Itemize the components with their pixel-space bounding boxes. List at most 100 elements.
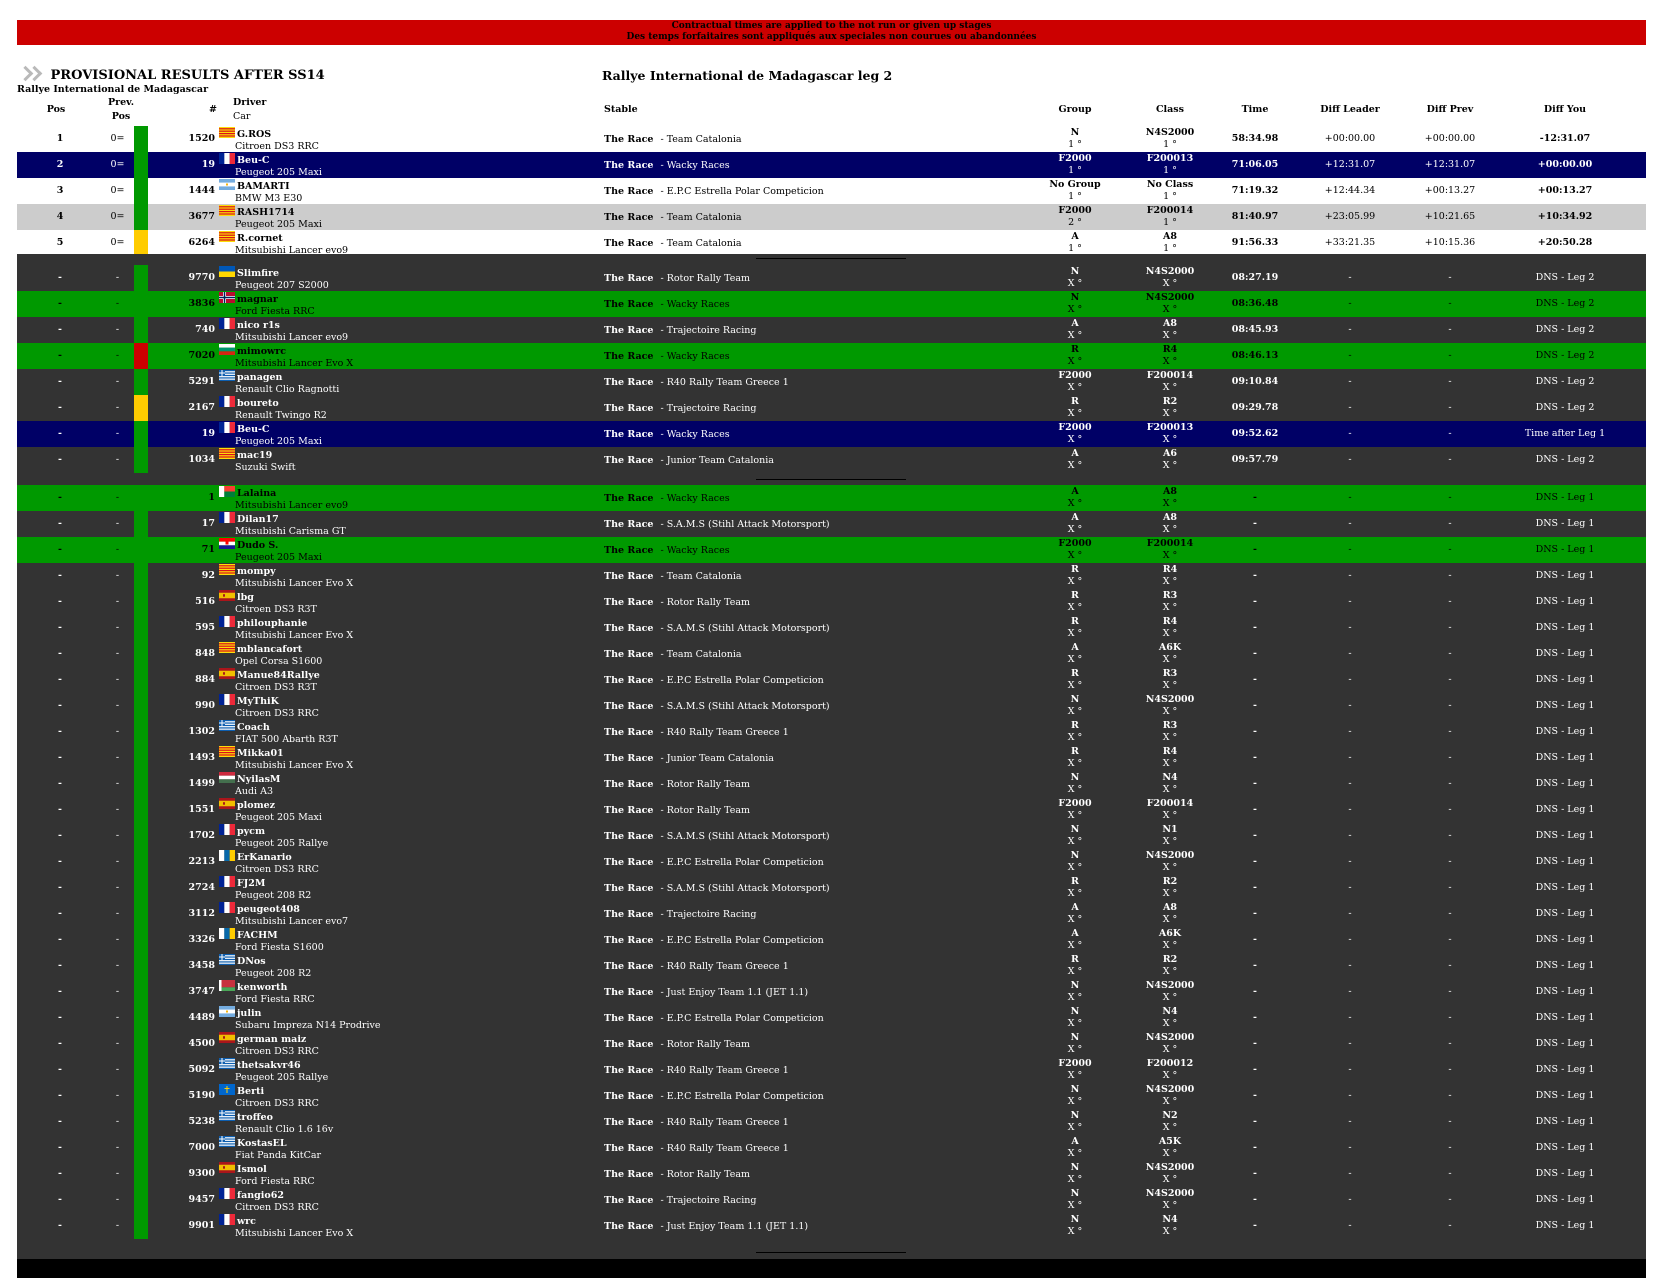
- driver-name[interactable]: nico r1s: [237, 320, 280, 331]
- table-row[interactable]: - - 4500 german maiz Citroen DS3 RRC The Race…: [17, 1031, 1646, 1057]
- class-value: F200014: [1146, 538, 1194, 549]
- driver-name[interactable]: wrc: [237, 1216, 256, 1227]
- table-row[interactable]: - - 5291 panagen Renault Clio Ragnotti The Ra…: [17, 369, 1646, 395]
- driver-name[interactable]: BAMARTI: [237, 181, 290, 192]
- table-row[interactable]: - - 990 MyThiK Citroen DS3 RRC The Race - S.A…: [17, 693, 1646, 719]
- driver-name[interactable]: Dilan17: [237, 514, 279, 525]
- driver-name[interactable]: german maiz: [237, 1034, 307, 1045]
- team-label: The Race: [604, 402, 654, 414]
- table-row[interactable]: - - 9457 fangio62 Citroen DS3 RRC The Race - …: [17, 1187, 1646, 1213]
- table-row[interactable]: - - 9901 wrc Mitsubishi Lancer Evo X The Race…: [17, 1213, 1646, 1239]
- driver-name[interactable]: kenworth: [237, 982, 288, 993]
- driver-name[interactable]: Ismol: [237, 1164, 267, 1175]
- cell-prev: -: [115, 544, 120, 555]
- cell-diff_prev: -: [1448, 1116, 1452, 1127]
- driver-name[interactable]: fangio62: [237, 1190, 284, 1201]
- table-row[interactable]: 4 0= 3677 RASH1714 Peugeot 205 Maxi The Race …: [17, 204, 1646, 230]
- driver-name[interactable]: boureto: [237, 398, 279, 409]
- car-name: Citroen DS3 R3T: [235, 604, 317, 615]
- driver-name[interactable]: NyilasM: [237, 774, 281, 785]
- table-row[interactable]: - - 595 philouphanie Mitsubishi Lancer Evo X…: [17, 615, 1646, 641]
- asturias-flag-icon: [219, 1084, 235, 1095]
- driver-name[interactable]: DNos: [237, 956, 266, 967]
- car-name: Mitsubishi Lancer Evo X: [235, 1228, 354, 1239]
- table-row[interactable]: - - 1 Lalaina Mitsubishi Lancer evo9 The Race…: [17, 485, 1646, 511]
- table-row[interactable]: - - 5238 troffeo Renault Clio 1.6 16v The Rac…: [17, 1109, 1646, 1135]
- driver-name[interactable]: mimowrc: [237, 346, 287, 357]
- table-row[interactable]: - - 5190 Berti Citroen DS3 RRC The Race - E.P…: [17, 1083, 1646, 1109]
- driver-name[interactable]: mompy: [237, 566, 276, 577]
- group-value: A: [1071, 1136, 1079, 1147]
- driver-name[interactable]: magnar: [237, 294, 278, 305]
- driver-name[interactable]: KostasEL: [237, 1138, 287, 1149]
- driver-name[interactable]: Lalaina: [237, 488, 277, 499]
- table-row[interactable]: 2 0= 19 Beu-C Peugeot 205 Maxi The Race - Wac…: [17, 152, 1646, 178]
- driver-name[interactable]: RASH1714: [237, 207, 295, 218]
- driver-name[interactable]: ErKanario: [237, 852, 292, 863]
- team-label: The Race: [604, 298, 654, 310]
- table-row[interactable]: - - 1493 Mikka01 Mitsubishi Lancer Evo X The …: [17, 745, 1646, 771]
- driver-name[interactable]: lbg: [237, 592, 254, 603]
- table-row[interactable]: 1 0= 1520 G.ROS Citroen DS3 RRC The Race - Te…: [17, 126, 1646, 152]
- cell-pos: -: [58, 830, 62, 841]
- table-row[interactable]: - - 740 nico r1s Mitsubishi Lancer evo9 The R…: [17, 317, 1646, 343]
- table-row[interactable]: - - 3112 peugeot408 Mitsubishi Lancer evo7 Th…: [17, 901, 1646, 927]
- table-row[interactable]: - - 516 lbg Citroen DS3 R3T The Race - Rotor …: [17, 589, 1646, 615]
- driver-name[interactable]: Manue84Rallye: [237, 670, 320, 681]
- driver-name[interactable]: panagen: [237, 372, 283, 383]
- table-row[interactable]: - - 884 Manue84Rallye Citroen DS3 R3T The Rac…: [17, 667, 1646, 693]
- driver-name[interactable]: Beu-C: [237, 155, 270, 166]
- table-row[interactable]: - - 71 Dudo S. Peugeot 205 Maxi The Race - Wa…: [17, 537, 1646, 563]
- driver-name[interactable]: pycm: [237, 826, 265, 837]
- driver-name[interactable]: MyThiK: [237, 696, 279, 707]
- driver-name[interactable]: Dudo S.: [237, 540, 279, 551]
- driver-name[interactable]: Coach: [237, 722, 270, 733]
- driver-name[interactable]: troffeo: [237, 1112, 273, 1123]
- driver-name[interactable]: R.cornet: [237, 233, 283, 244]
- table-row[interactable]: - - 3458 DNos Peugeot 208 R2 The Race - R40 R…: [17, 953, 1646, 979]
- table-row[interactable]: - - 2167 boureto Renault Twingo R2 The Race -…: [17, 395, 1646, 421]
- table-row[interactable]: 3 0= 1444 BAMARTI BMW M3 E30 The Race - E.P.C…: [17, 178, 1646, 204]
- table-row[interactable]: - - 4489 julin Subaru Impreza N14 Prodrive Th…: [17, 1005, 1646, 1031]
- cell-time: 08:27.19: [1231, 272, 1279, 283]
- driver-name[interactable]: philouphanie: [237, 618, 308, 629]
- table-row[interactable]: - - 9770 Slimfire Peugeot 207 S2000 The Race …: [17, 265, 1646, 291]
- driver-name[interactable]: FJ2M: [237, 878, 266, 889]
- table-row[interactable]: - - 1551 plomez Peugeot 205 Maxi The Race - R…: [17, 797, 1646, 823]
- driver-name[interactable]: peugeot408: [237, 904, 300, 915]
- table-row[interactable]: - - 1702 pycm Peugeot 205 Rallye The Race - S…: [17, 823, 1646, 849]
- class-value: A8: [1163, 902, 1177, 913]
- cell-num: 17: [201, 518, 215, 529]
- table-row[interactable]: - - 19 Beu-C Peugeot 205 Maxi The Race - Wack…: [17, 421, 1646, 447]
- table-row[interactable]: - - 3836 magnar Ford Fiesta RRC The Race - Wa…: [17, 291, 1646, 317]
- table-row[interactable]: 5 0= 6264 R.cornet Mitsubishi Lancer evo9 The…: [17, 230, 1646, 256]
- driver-name[interactable]: Slimfire: [237, 268, 280, 279]
- driver-name[interactable]: Berti: [237, 1086, 265, 1097]
- table-row[interactable]: - - 92 mompy Mitsubishi Lancer Evo X The Race…: [17, 563, 1646, 589]
- driver-name[interactable]: thetsakvr46: [237, 1060, 301, 1071]
- driver-name[interactable]: julin: [237, 1008, 262, 1019]
- table-row[interactable]: - - 3326 FACHM Ford Fiesta S1600 The Race - E…: [17, 927, 1646, 953]
- cell-pos: -: [58, 1012, 62, 1023]
- driver-name[interactable]: FACHM: [237, 930, 278, 941]
- table-row[interactable]: - - 7000 KostasEL Fiat Panda KitCar The Race …: [17, 1135, 1646, 1161]
- table-row[interactable]: - - 17 Dilan17 Mitsubishi Carisma GT The Race…: [17, 511, 1646, 537]
- table-row[interactable]: - - 3747 kenworth Ford Fiesta RRC The Race - …: [17, 979, 1646, 1005]
- table-row[interactable]: - - 2724 FJ2M Peugeot 208 R2 The Race - S.A.M…: [17, 875, 1646, 901]
- driver-name[interactable]: mblancafort: [237, 644, 303, 655]
- table-row[interactable]: - - 2213 ErKanario Citroen DS3 RRC The Race -…: [17, 849, 1646, 875]
- table-row[interactable]: - - 1302 Coach FIAT 500 Abarth R3T The Race -…: [17, 719, 1646, 745]
- table-row[interactable]: - - 1034 mac19 Suzuki Swift The Race - Junior…: [17, 447, 1646, 473]
- table-row[interactable]: - - 5092 thetsakvr46 Peugeot 205 Rallye The R…: [17, 1057, 1646, 1083]
- driver-name[interactable]: G.ROS: [237, 129, 272, 140]
- driver-name[interactable]: Mikka01: [237, 748, 284, 759]
- driver-name[interactable]: plomez: [237, 800, 276, 811]
- table-row[interactable]: - - 1499 NyilasM Audi A3 The Race - Rotor Ral…: [17, 771, 1646, 797]
- class-value: R2: [1162, 876, 1178, 887]
- table-row[interactable]: - - 9300 Ismol Ford Fiesta RRC The Race - Rot…: [17, 1161, 1646, 1187]
- driver-name[interactable]: mac19: [237, 450, 273, 461]
- driver-name[interactable]: Beu-C: [237, 424, 270, 435]
- table-row[interactable]: - - 7020 mimowrc Mitsubishi Lancer Evo X The …: [17, 343, 1646, 369]
- table-row[interactable]: - - 848 mblancafort Opel Corsa S1600 The Race…: [17, 641, 1646, 667]
